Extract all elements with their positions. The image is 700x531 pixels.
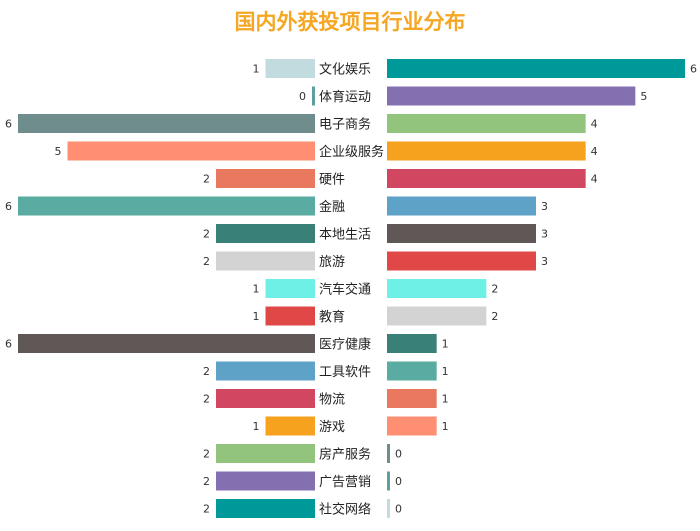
right-bar: [387, 224, 536, 243]
left-value-label: 5: [55, 145, 62, 158]
left-value-label: 2: [203, 255, 210, 268]
right-value-label: 2: [491, 310, 498, 323]
category-label: 游戏: [319, 420, 345, 435]
category-label: 教育: [319, 309, 345, 325]
left-bar: [18, 196, 315, 216]
right-value-label: 3: [541, 200, 548, 213]
left-value-label: 2: [203, 393, 210, 406]
category-label: 企业级服务: [319, 144, 384, 160]
right-value-label: 1: [442, 338, 449, 351]
right-value-label: 2: [491, 283, 498, 296]
left-value-label: 2: [203, 173, 210, 186]
left-bar: [18, 334, 315, 353]
left-bar: [216, 251, 315, 271]
category-label: 物流: [319, 393, 345, 408]
right-value-label: 0: [395, 503, 402, 516]
right-bar: [387, 114, 586, 133]
left-value-label: 1: [253, 283, 260, 296]
right-value-label: 6: [690, 63, 697, 76]
left-bar: [216, 444, 315, 463]
chart-title: 国内外获投项目行业分布: [234, 10, 466, 34]
category-label: 广告营销: [319, 475, 371, 490]
right-bar: [387, 444, 390, 463]
left-bar: [265, 306, 315, 326]
category-label: 体育运动: [319, 89, 371, 105]
left-bar: [265, 416, 315, 436]
right-bar: [387, 86, 636, 106]
left-value-label: 1: [253, 63, 260, 76]
category-label: 金融: [319, 199, 345, 215]
left-bar: [312, 86, 315, 106]
left-bar: [216, 224, 315, 243]
category-label: 房产服务: [319, 447, 371, 463]
right-bar: [387, 279, 487, 298]
right-value-label: 1: [442, 420, 449, 433]
left-value-label: 1: [253, 310, 260, 323]
right-value-label: 4: [591, 145, 598, 158]
left-value-label: 2: [203, 228, 210, 241]
right-bar: [387, 306, 487, 326]
left-bar: [216, 499, 315, 518]
right-value-label: 0: [395, 475, 402, 488]
left-bar: [18, 114, 315, 133]
category-label: 汽车交通: [319, 282, 371, 298]
category-label: 文化娱乐: [319, 63, 371, 78]
left-bar: [265, 279, 315, 298]
right-value-label: 4: [591, 118, 598, 131]
right-bar: [387, 499, 390, 518]
left-bar: [216, 169, 315, 188]
right-value-label: 4: [591, 173, 598, 186]
right-bar: [387, 361, 437, 381]
category-label: 医疗健康: [319, 337, 371, 353]
right-value-label: 3: [541, 228, 548, 241]
left-bar: [67, 141, 315, 161]
category-label: 社交网络: [319, 502, 371, 518]
right-bar: [387, 169, 586, 188]
left-bar: [216, 471, 315, 491]
left-value-label: 1: [253, 420, 260, 433]
left-bar: [265, 59, 315, 78]
left-value-label: 2: [203, 448, 210, 461]
right-bar: [387, 416, 437, 436]
right-bar: [387, 196, 536, 216]
category-label: 工具软件: [319, 365, 371, 380]
right-bar: [387, 59, 685, 78]
category-label: 电子商务: [319, 117, 371, 133]
right-bar: [387, 141, 586, 161]
right-bar: [387, 389, 437, 408]
left-value-label: 6: [5, 118, 12, 131]
right-value-label: 3: [541, 255, 548, 268]
left-value-label: 6: [5, 338, 12, 351]
category-label: 旅游: [319, 255, 345, 270]
right-bar: [387, 471, 390, 491]
left-bar: [216, 389, 315, 408]
category-label: 本地生活: [319, 228, 371, 243]
right-value-label: 0: [395, 448, 402, 461]
left-value-label: 2: [203, 475, 210, 488]
left-value-label: 2: [203, 365, 210, 378]
category-label: 硬件: [319, 173, 345, 188]
left-value-label: 2: [203, 503, 210, 516]
left-bar: [216, 361, 315, 381]
right-value-label: 1: [442, 393, 449, 406]
right-bar: [387, 251, 536, 271]
left-value-label: 0: [299, 90, 306, 103]
right-value-label: 1: [442, 365, 449, 378]
right-bar: [387, 334, 437, 353]
right-value-label: 5: [640, 90, 647, 103]
left-value-label: 6: [5, 200, 12, 213]
